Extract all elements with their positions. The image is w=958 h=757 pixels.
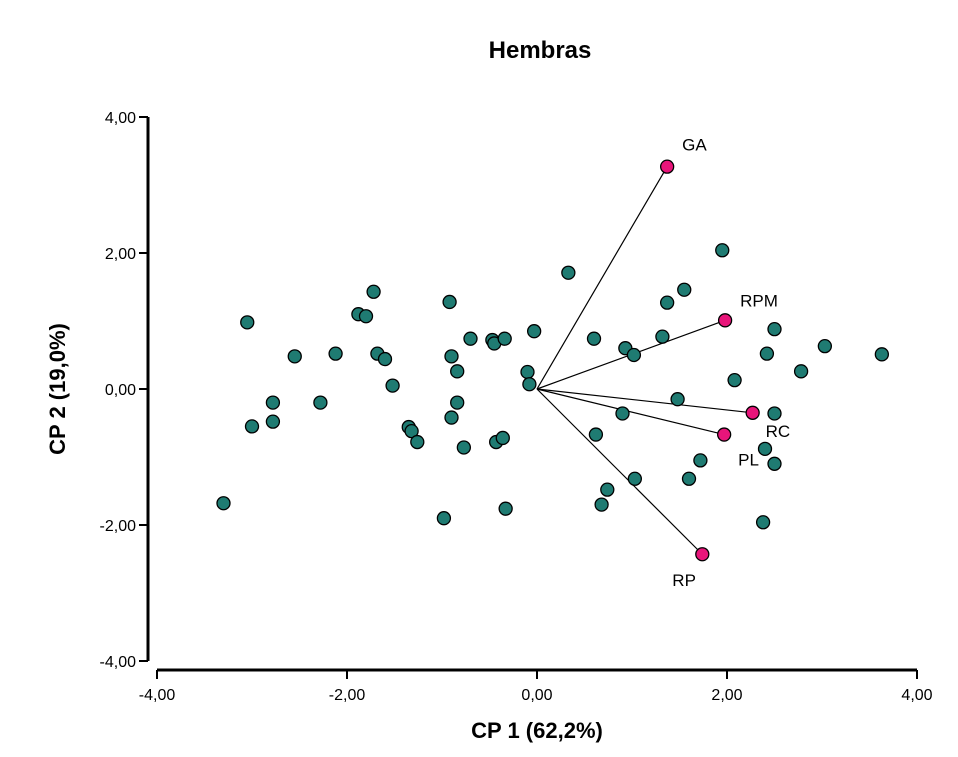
variable-label-ga: GA	[682, 136, 707, 155]
observation-point	[767, 322, 782, 337]
observation-point	[328, 346, 343, 361]
observation-points	[216, 243, 889, 530]
x-tick-label: 4,00	[901, 687, 932, 704]
observation-point	[793, 364, 809, 379]
observation-point	[817, 339, 832, 354]
loading-vector-rp	[536, 388, 703, 555]
observation-point	[498, 501, 513, 516]
variable-label-rpm: RPM	[740, 291, 778, 310]
x-tick-label: -2,00	[329, 687, 366, 704]
y-axis-title: CP 2 (19,0%)	[45, 323, 70, 455]
observation-point	[444, 349, 459, 364]
x-tick-label: -4,00	[139, 687, 176, 704]
observation-point	[759, 346, 775, 361]
observation-point	[627, 471, 642, 486]
observation-point	[497, 331, 512, 346]
observation-point	[450, 395, 465, 410]
observation-point	[436, 511, 452, 526]
variable-point-rpm	[717, 313, 733, 328]
observation-point	[660, 295, 675, 310]
variable-point-ga	[660, 159, 675, 174]
observation-point	[693, 453, 708, 468]
observation-point	[522, 377, 537, 392]
observation-point	[313, 395, 328, 410]
y-tick-label: 0,00	[105, 382, 136, 399]
x-axis-title: CP 1 (62,2%)	[471, 718, 603, 743]
loading-vector-ga	[536, 166, 668, 390]
observation-point	[520, 364, 535, 380]
observation-point	[874, 347, 889, 362]
observation-point	[366, 284, 381, 299]
observation-point	[287, 349, 302, 364]
observation-point	[681, 471, 697, 486]
observation-point	[588, 427, 604, 442]
observation-point	[600, 482, 615, 497]
observation-point	[265, 395, 281, 410]
observation-point	[216, 496, 231, 511]
observation-point	[757, 441, 773, 456]
observation-point	[244, 419, 260, 434]
x-tick-label: 2,00	[711, 687, 742, 704]
chart-title: Hembras	[489, 37, 592, 64]
observation-point	[727, 373, 742, 388]
observation-point	[594, 497, 609, 512]
variable-point-pl	[717, 427, 732, 442]
variable-points: GA RPM RC PL RP	[660, 136, 791, 590]
observation-point	[456, 440, 472, 455]
x-tick-label: 0,00	[521, 687, 552, 704]
observation-point	[715, 243, 730, 258]
observation-point	[586, 331, 602, 346]
observation-point	[385, 378, 400, 393]
observation-point	[755, 515, 771, 530]
observation-point	[670, 392, 685, 407]
variable-point-rc	[745, 405, 760, 420]
loading-vector-rc	[536, 388, 753, 414]
observation-point	[527, 324, 542, 339]
observation-point	[240, 315, 255, 330]
loading-vector-pl	[536, 388, 725, 436]
observation-point	[442, 294, 457, 310]
variable-label-pl: PL	[738, 451, 759, 470]
observation-point	[450, 364, 465, 379]
y-tick-label: 2,00	[105, 246, 136, 263]
observation-point	[404, 424, 419, 439]
observation-point	[463, 331, 478, 346]
observation-point	[626, 347, 642, 363]
observation-point	[561, 265, 576, 280]
observation-point	[358, 309, 374, 324]
observation-point	[495, 430, 510, 446]
observation-point	[767, 406, 782, 421]
y-tick-label: 4,00	[105, 110, 136, 127]
variable-point-rp	[695, 547, 710, 562]
variable-label-rc: RC	[766, 422, 791, 441]
observation-point	[444, 410, 459, 425]
loading-vectors	[536, 166, 753, 555]
x-axis-ticks: -4,00 -2,00 0,00 2,00 4,00	[139, 670, 933, 704]
observation-point	[767, 456, 782, 471]
observation-point	[655, 329, 670, 344]
variable-label-rp: RP	[672, 571, 696, 590]
observation-point	[677, 282, 692, 297]
observation-point	[615, 406, 630, 421]
y-tick-label: -2,00	[100, 518, 137, 535]
y-axis-ticks: -4,00 -2,00 0,00 2,00 4,00	[100, 110, 148, 671]
observation-point	[377, 351, 393, 367]
observation-point	[410, 434, 425, 450]
y-tick-label: -4,00	[100, 654, 137, 671]
observation-point	[265, 414, 281, 429]
